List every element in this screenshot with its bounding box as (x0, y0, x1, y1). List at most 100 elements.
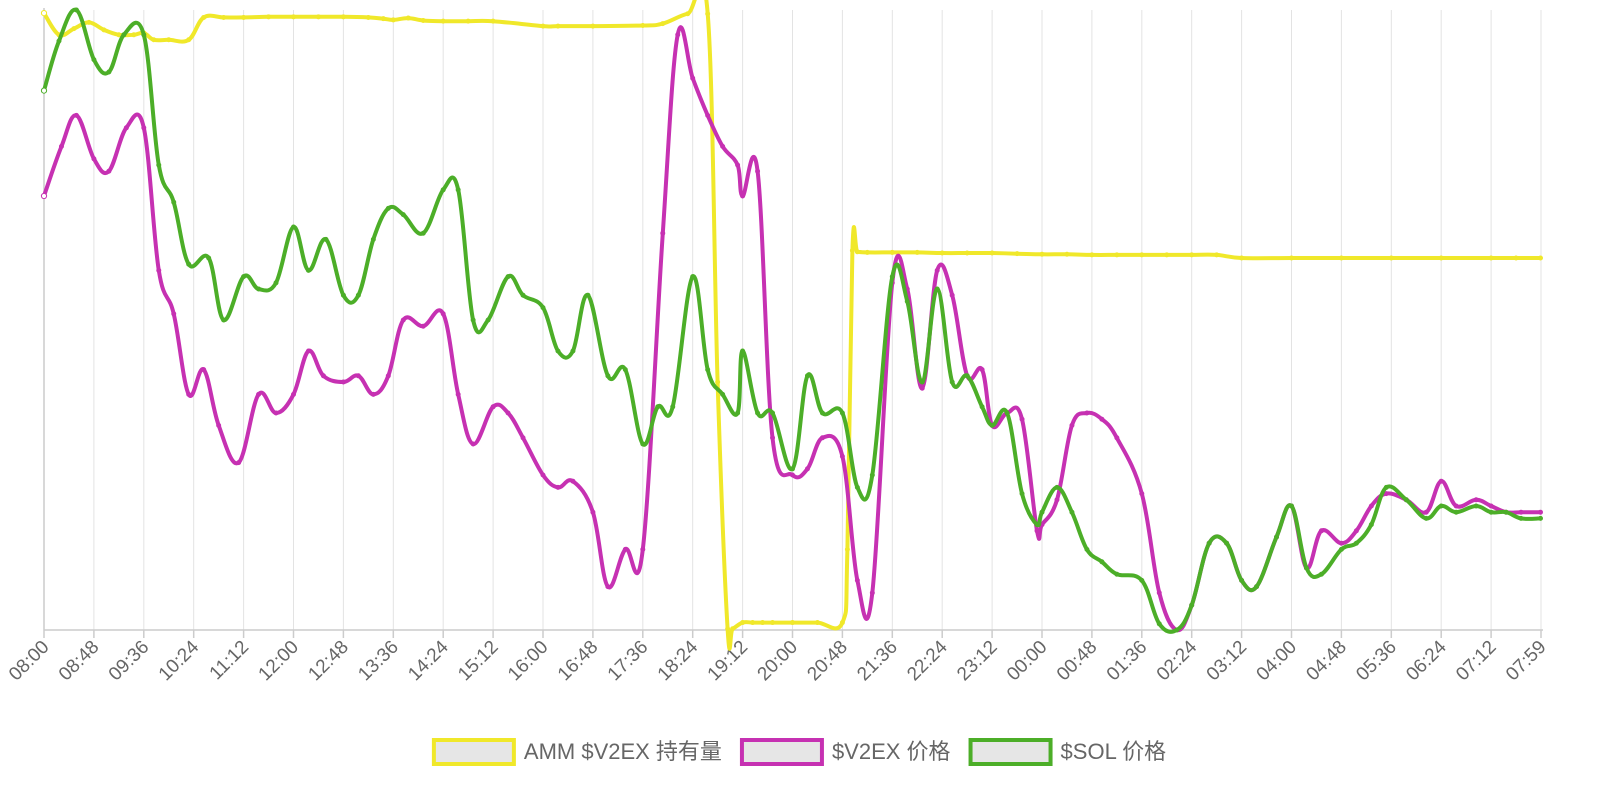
data-point (839, 620, 845, 626)
x-tick-label: 09:36 (105, 637, 153, 685)
data-point (919, 379, 925, 385)
data-point (555, 348, 561, 354)
data-point (340, 379, 346, 385)
data-point (760, 620, 766, 626)
data-point (221, 14, 227, 20)
data-point (505, 274, 511, 280)
data-point (355, 373, 361, 379)
data-point (755, 410, 761, 416)
legend[interactable]: AMM $V2EX 持有量 $V2EX 价格 $SOL 价格 (431, 738, 1167, 766)
data-point (1174, 627, 1180, 633)
data-point (889, 249, 895, 255)
legend-label: AMM $V2EX 持有量 (524, 739, 722, 764)
data-point (989, 250, 995, 256)
data-point (622, 367, 628, 373)
data-point (291, 14, 296, 20)
data-point (171, 199, 177, 205)
data-point (839, 453, 845, 459)
data-point (939, 250, 945, 256)
data-point (490, 18, 496, 24)
data-point (1423, 509, 1429, 515)
data-point (505, 410, 511, 416)
data-point (705, 112, 711, 118)
data-point (979, 367, 985, 373)
data-point (814, 620, 820, 626)
data-point (440, 311, 446, 317)
data-point (58, 143, 64, 149)
data-point (1206, 540, 1212, 546)
data-point (86, 19, 92, 25)
x-tick-label: 07:59 (1502, 637, 1550, 685)
x-tick-label: 05:36 (1352, 637, 1400, 685)
data-point (91, 156, 97, 162)
data-point (241, 274, 247, 280)
data-point (131, 32, 137, 38)
x-tick-labels: 08:00 08:48 09:36 10:24 11:12 12:00 12:48 13:36… (5, 630, 1551, 685)
data-point (273, 280, 279, 286)
legend-item-2[interactable]: $V2EX 价格 (739, 738, 951, 766)
data-point (790, 620, 795, 626)
data-point (365, 14, 371, 20)
data-point (590, 23, 596, 29)
data-point (390, 17, 396, 23)
data-point (1453, 503, 1459, 509)
data-point (291, 224, 296, 230)
vertical-grid (93, 10, 1542, 630)
data-point (690, 274, 696, 280)
legend-item-3[interactable]: $SOL 价格 (968, 738, 1167, 766)
data-point (256, 286, 262, 292)
legend-item-1[interactable]: AMM $V2EX 持有量 (431, 738, 722, 766)
data-point (1114, 571, 1120, 577)
data-point (790, 472, 795, 478)
data-point (201, 367, 207, 373)
x-tick-label: 08:00 (5, 637, 53, 685)
data-point (216, 422, 222, 428)
data-point (1513, 255, 1519, 261)
data-point (1289, 503, 1294, 509)
data-point (1224, 540, 1230, 546)
data-point (71, 26, 77, 32)
data-point (291, 391, 296, 397)
data-point (1538, 515, 1544, 521)
data-point (740, 348, 746, 354)
data-point (1473, 503, 1479, 509)
data-point (889, 274, 895, 280)
data-point (585, 292, 591, 298)
data-point (1303, 565, 1309, 571)
data-point (949, 292, 955, 298)
data-point (256, 391, 262, 397)
data-point (141, 32, 147, 38)
x-tick-label: 21:36 (853, 637, 901, 685)
data-point (1114, 252, 1120, 258)
x-tick-label: 01:36 (1103, 637, 1151, 685)
data-point (186, 37, 192, 43)
data-point (790, 466, 795, 472)
series-lines (40, 0, 1544, 651)
data-point (1488, 503, 1494, 509)
legend-swatch (739, 738, 824, 766)
data-point (440, 18, 446, 24)
data-point (854, 249, 860, 255)
data-point (40, 87, 48, 94)
data-point (1039, 509, 1045, 515)
data-point (236, 460, 242, 466)
data-point (705, 11, 711, 17)
x-tick-label: 04:00 (1253, 637, 1301, 685)
data-point (1156, 621, 1162, 627)
data-point (964, 250, 970, 256)
data-point (1034, 528, 1040, 534)
data-point (1338, 546, 1344, 552)
data-point (844, 546, 850, 552)
data-point (1368, 503, 1374, 509)
data-point (186, 391, 192, 397)
x-tick-label: 12:00 (255, 637, 303, 685)
data-point (770, 410, 776, 416)
data-point (1014, 251, 1020, 257)
data-point (570, 478, 576, 484)
x-tick-label: 11:12 (206, 637, 253, 684)
data-point (854, 484, 860, 490)
x-tick-label: 14:24 (404, 636, 453, 685)
data-point (964, 373, 970, 379)
data-point (206, 255, 212, 261)
data-point (91, 57, 97, 63)
